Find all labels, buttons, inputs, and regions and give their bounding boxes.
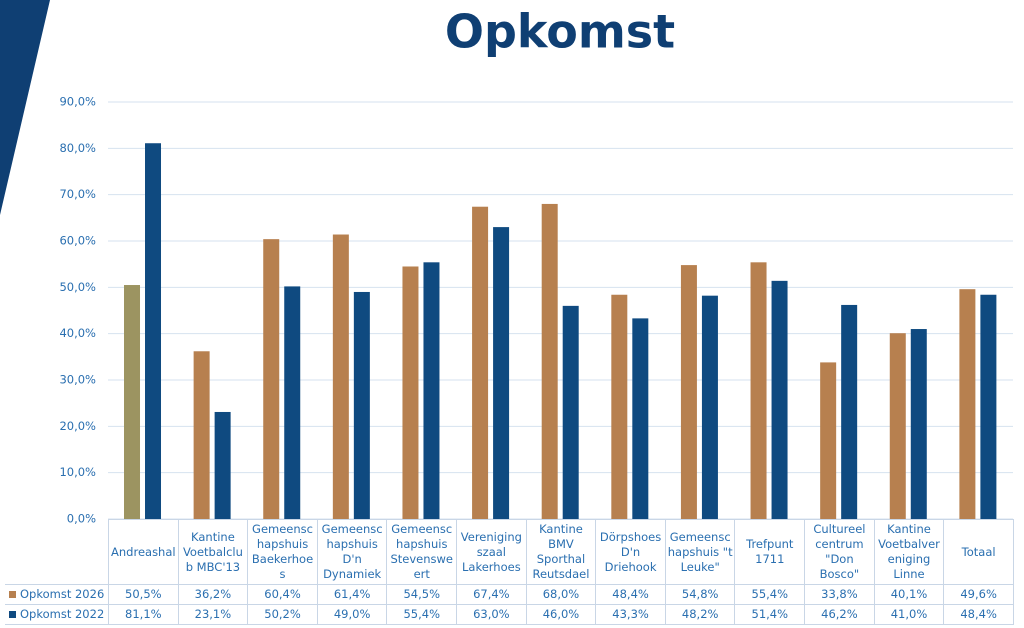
bar [632, 318, 649, 519]
y-tick-label: 40,0% [59, 326, 96, 340]
value-label: 67,4% [456, 584, 527, 605]
x-tick-label: Totaal [943, 519, 1014, 585]
y-tick-label: 60,0% [59, 234, 96, 248]
legend-swatch [9, 611, 16, 618]
value-label: 55,4% [734, 584, 806, 605]
x-tick-label: Kantine Voetbalvereniging Linne [873, 519, 945, 585]
x-tick-label: Gemeenschapshuis Baekerhoes [247, 519, 318, 585]
x-tick-label: Trefpunt 1711 [734, 519, 806, 585]
value-label: 49,6% [943, 584, 1014, 605]
bar [284, 286, 301, 519]
value-label: 48,2% [664, 604, 736, 625]
bar [263, 239, 280, 519]
x-tick-label: Gemeenschapshuis "t Leuke" [664, 519, 736, 585]
bar [124, 285, 141, 519]
y-tick-label: 70,0% [59, 187, 96, 201]
table-row: Opkomst 2026 50,5% 36,2% 60,4% 61,4% 54,5% 67,… [5, 584, 1014, 605]
bar [680, 265, 697, 519]
x-tick-label: Kantine BMV Sporthal Reutsdael [525, 519, 597, 585]
y-tick-label: 50,0% [59, 280, 96, 294]
bar [145, 143, 162, 519]
bar [889, 333, 906, 519]
chart-title: Opkomst [445, 5, 675, 59]
value-label: 46,2% [804, 604, 875, 625]
y-tick-label: 80,0% [59, 141, 96, 155]
x-tick-label: Cultureel centrum "Don Bosco" [804, 519, 875, 585]
corner-cell [5, 519, 109, 585]
value-label: 60,4% [247, 584, 318, 605]
value-label: 36,2% [177, 584, 249, 605]
x-tick-label: Dörpshoes D'n Driehook [595, 519, 666, 585]
value-label: 68,0% [525, 584, 597, 605]
value-label: 50,5% [108, 584, 179, 605]
bar [332, 234, 349, 519]
bar [820, 362, 837, 519]
value-label: 33,8% [804, 584, 875, 605]
bar [750, 262, 767, 519]
bar [841, 304, 858, 519]
bar [541, 203, 558, 519]
x-tick-label: Andreashal [108, 519, 179, 585]
bar [701, 295, 718, 519]
value-label: 54,5% [386, 584, 458, 605]
bar [493, 227, 510, 519]
value-label: 61,4% [316, 584, 388, 605]
y-tick-label: 90,0% [59, 95, 96, 109]
value-label: 46,0% [525, 604, 597, 625]
table-row: Opkomst 2022 81,1% 23,1% 50,2% 49,0% 55,4% 63,… [5, 604, 1014, 625]
legend-swatch [9, 591, 16, 598]
x-tick-label: Kantine Voetbalclub MBC'13 [177, 519, 249, 585]
x-tick-label: Verenigingszaal Lakerhoes [456, 519, 527, 585]
value-label: 54,8% [664, 584, 736, 605]
x-tick-label: Gemeenschapshuis Stevensweert [386, 519, 458, 585]
bar [353, 291, 370, 519]
data-table: Andreashal Kantine Voetbalclub MBC'13 Geme… [5, 519, 1014, 625]
value-label: 55,4% [386, 604, 458, 625]
corner-decoration [0, 0, 50, 215]
value-label: 51,4% [734, 604, 806, 625]
value-label: 48,4% [595, 584, 666, 605]
value-label: 43,3% [595, 604, 666, 625]
legend-label: Opkomst 2026 [20, 587, 105, 601]
bar [472, 206, 489, 520]
value-label: 48,4% [943, 604, 1014, 625]
bar [959, 289, 976, 519]
value-label: 23,1% [177, 604, 249, 625]
value-label: 81,1% [108, 604, 179, 625]
value-label: 50,2% [247, 604, 318, 625]
bar [611, 294, 628, 519]
bar [910, 329, 927, 519]
value-label: 49,0% [316, 604, 388, 625]
legend-label: Opkomst 2022 [20, 607, 105, 621]
x-tick-label: Gemeenschapshuis D'n Dynamiek [316, 519, 388, 585]
bar [423, 262, 440, 519]
bar [980, 294, 997, 519]
bar [562, 305, 579, 519]
table-row: Andreashal Kantine Voetbalclub MBC'13 Geme… [5, 519, 1014, 585]
bar [771, 280, 788, 519]
y-tick-label: 10,0% [59, 465, 96, 479]
bar [214, 411, 231, 519]
value-label: 40,1% [873, 584, 945, 605]
legend-entry: Opkomst 2022 [5, 604, 109, 625]
legend-entry: Opkomst 2026 [5, 584, 109, 605]
y-tick-label: 20,0% [59, 419, 96, 433]
bar [193, 351, 210, 519]
value-label: 63,0% [456, 604, 527, 625]
y-tick-label: 30,0% [59, 373, 96, 387]
value-label: 41,0% [873, 604, 945, 625]
bar [402, 266, 419, 519]
